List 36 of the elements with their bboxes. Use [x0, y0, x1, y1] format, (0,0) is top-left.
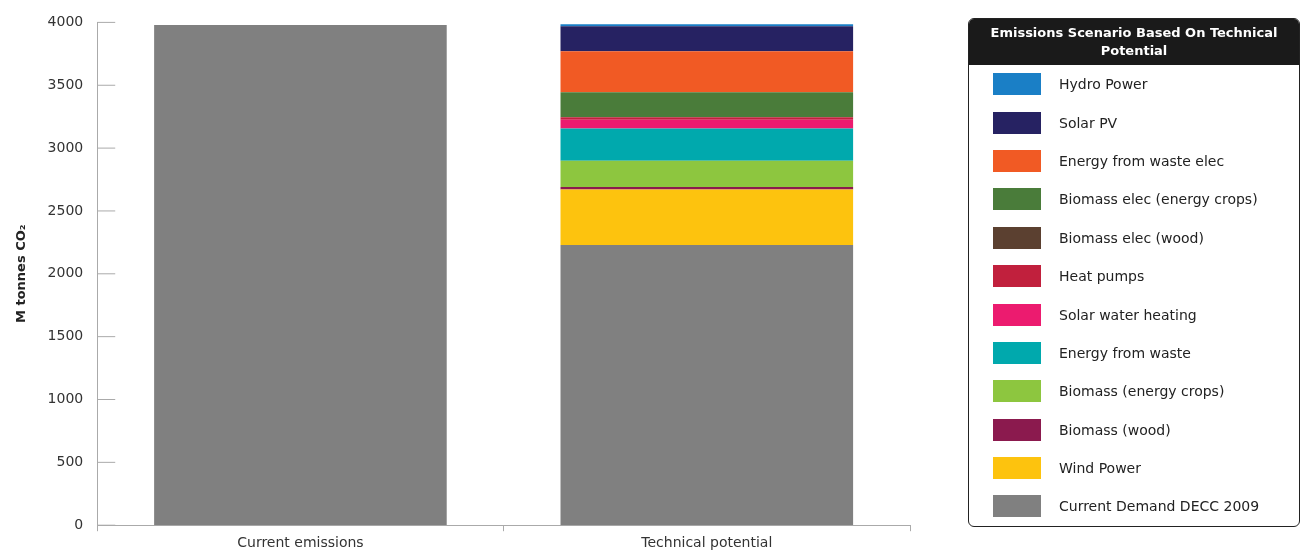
- y-tick-label: 3000: [47, 138, 84, 155]
- legend-label: Current Demand DECC 2009: [1059, 498, 1260, 515]
- legend-label: Biomass (energy crops): [1059, 383, 1225, 400]
- legend-label: Hydro Power: [1059, 76, 1148, 93]
- bar: [560, 128, 854, 161]
- y-tick-label: 1500: [47, 327, 84, 344]
- legend-label: Biomass elec (energy crops): [1059, 191, 1258, 208]
- bar: [560, 160, 854, 188]
- y-axis-title: M tonnes CO₂: [13, 224, 29, 324]
- y-tick-label: 500: [56, 452, 84, 469]
- bar: [560, 26, 854, 52]
- legend-label: Solar water heating: [1059, 306, 1197, 323]
- y-tick-label: 4000: [47, 13, 84, 30]
- x-tick-label: Technical potential: [640, 534, 773, 551]
- y-tick-label: 2000: [47, 264, 84, 281]
- bar: [560, 92, 854, 118]
- bar: [560, 187, 854, 190]
- legend-label: Energy from waste elec: [1059, 152, 1225, 169]
- legend-label: Heat pumps: [1059, 268, 1145, 285]
- legend-label: Solar PV: [1059, 114, 1118, 131]
- bar: [560, 117, 854, 120]
- legend-label: Wind Power: [1059, 460, 1141, 477]
- bar: [560, 244, 854, 526]
- y-tick-label: 0: [74, 515, 84, 532]
- y-tick-label: 1000: [47, 390, 84, 407]
- y-tick-label: 3500: [47, 75, 84, 92]
- y-tick-label: 2500: [47, 201, 84, 218]
- legend-label: Biomass elec (wood): [1059, 229, 1204, 246]
- bar: [154, 24, 447, 526]
- legend-title: Emissions Scenario Based On Technical Potential: [969, 19, 1299, 65]
- legend-label: Energy from waste: [1059, 344, 1191, 361]
- bar: [560, 189, 854, 245]
- x-tick-label: Current emissions: [237, 534, 364, 551]
- bar: [560, 119, 854, 129]
- bar: [560, 51, 854, 93]
- legend-label: Biomass (wood): [1059, 421, 1171, 438]
